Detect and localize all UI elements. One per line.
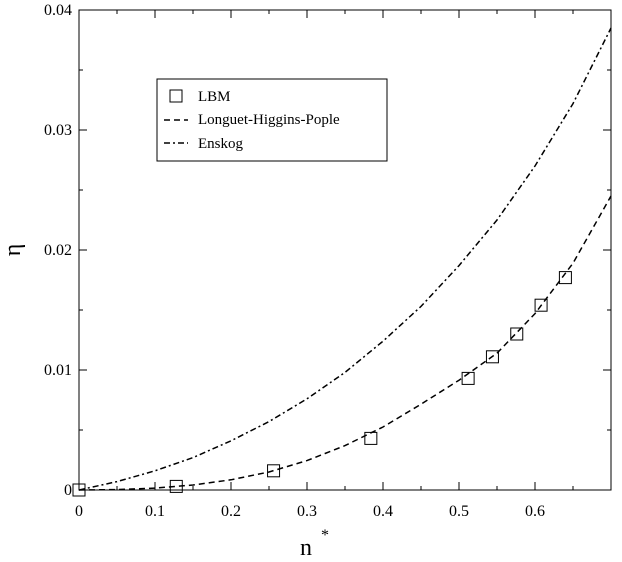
x-tick-label: 0.2 xyxy=(221,503,241,520)
series-line-lhp xyxy=(78,195,612,491)
x-tick-label: 0.5 xyxy=(449,503,469,520)
data-point-lbm xyxy=(485,350,499,364)
y-tick-label: 0.04 xyxy=(44,2,72,19)
legend: LBM Longuet-Higgins-Pople Enskog xyxy=(156,78,388,162)
data-point-lbm xyxy=(267,464,281,478)
series-layer xyxy=(72,27,612,497)
x-axis-label: n xyxy=(300,535,312,561)
y-axis-label: η xyxy=(0,244,26,257)
x-tick-label: 0.3 xyxy=(297,503,317,520)
y-tick-label: 0.03 xyxy=(44,122,72,139)
x-tick-label: 0.6 xyxy=(525,503,545,520)
legend-label-lhp: Longuet-Higgins-Pople xyxy=(198,112,340,128)
y-tick-label: 0 xyxy=(64,482,72,499)
data-point-lbm xyxy=(558,271,572,285)
data-point-lbm xyxy=(364,431,378,445)
x-tick-label: 0 xyxy=(75,503,83,520)
x-axis: 0 0.1 0.2 0.3 0.4 0.5 0.6 xyxy=(75,10,574,520)
y-tick-label: 0.01 xyxy=(44,362,72,379)
legend-label-lbm: LBM xyxy=(198,89,231,105)
x-axis-label-superscript: * xyxy=(321,527,329,544)
x-tick-label: 0.4 xyxy=(373,503,393,520)
data-point-lbm xyxy=(534,298,548,312)
legend-label-enskog: Enskog xyxy=(198,136,244,152)
legend-marker-lbm xyxy=(169,89,183,103)
data-point-lbm xyxy=(510,327,524,341)
legend-box xyxy=(156,78,388,162)
x-tick-label: 0.1 xyxy=(145,503,165,520)
data-point-lbm xyxy=(461,371,475,385)
y-tick-label: 0.02 xyxy=(44,242,72,259)
y-axis: 0 0.01 0.02 0.03 0.04 xyxy=(44,2,611,499)
